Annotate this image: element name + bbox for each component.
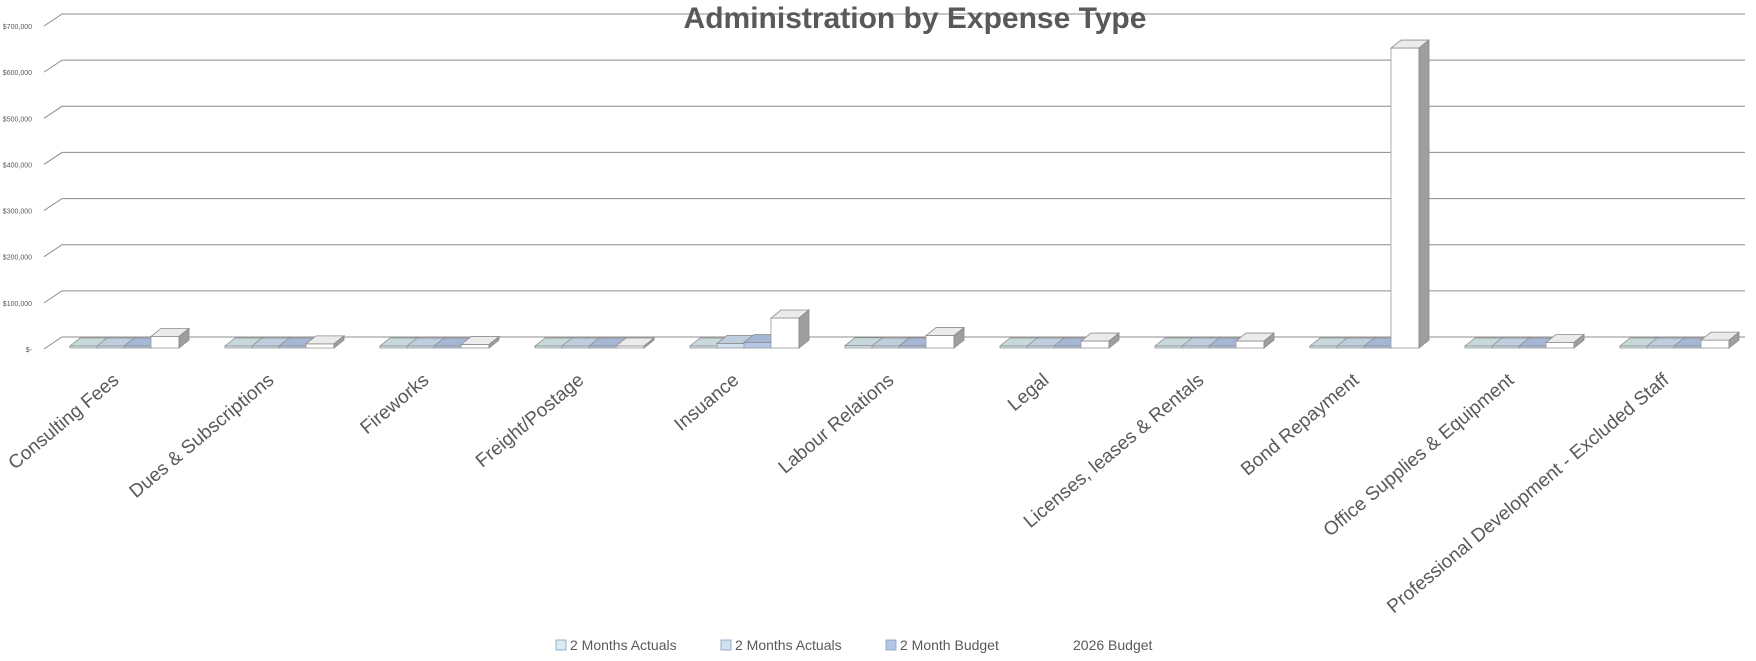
category-label: Bond Repayment bbox=[1237, 369, 1364, 480]
bar bbox=[149, 327, 191, 349]
bars bbox=[68, 39, 1741, 349]
legend-item: 2026 Budget bbox=[1073, 637, 1153, 653]
bar bbox=[1234, 332, 1276, 349]
gridline bbox=[43, 198, 1745, 211]
y-axis-ticks: $- $100,000 $200,000 $300,000 $400,000 $500,0… bbox=[3, 24, 33, 354]
gridline bbox=[43, 244, 1745, 258]
y-tick-label: $500,000 bbox=[3, 116, 32, 123]
bar bbox=[769, 309, 811, 349]
legend-label: 2 Months Actuals bbox=[735, 637, 842, 653]
bar bbox=[924, 326, 966, 349]
y-tick-label: $300,000 bbox=[3, 209, 32, 216]
category-label: Consulting Fees bbox=[5, 370, 124, 474]
x-axis-categories: Consulting Fees Dues & Subscriptions Firew… bbox=[5, 369, 1674, 617]
category-label: Professional Development - Excluded Staf… bbox=[1383, 369, 1673, 617]
bar bbox=[304, 335, 346, 349]
y-tick-label: $- bbox=[26, 347, 33, 354]
gridline bbox=[43, 290, 1745, 304]
legend-label: 2 Month Budget bbox=[900, 637, 999, 653]
gridline bbox=[43, 151, 1745, 165]
legend-label: 2 Months Actuals bbox=[570, 637, 677, 653]
category-label: Labour Relations bbox=[775, 370, 899, 478]
legend-swatch bbox=[555, 639, 567, 651]
gridlines bbox=[43, 13, 1745, 350]
bar bbox=[1699, 331, 1741, 349]
chart-title: Administration by Expense Type bbox=[684, 2, 1147, 35]
gridline bbox=[43, 59, 1745, 73]
bar bbox=[459, 335, 501, 349]
bar bbox=[1544, 333, 1586, 349]
legend-swatch bbox=[720, 639, 732, 651]
bar bbox=[614, 337, 656, 349]
legend: 2 Months Actuals 2 Months Actuals 2 Month … bbox=[555, 637, 1153, 653]
legend-item: 2 Month Budget bbox=[885, 637, 999, 653]
legend-swatch bbox=[885, 639, 897, 651]
category-label: Legal bbox=[1004, 370, 1053, 416]
y-tick-label: $200,000 bbox=[3, 255, 32, 262]
category-label: Fireworks bbox=[357, 370, 434, 439]
legend-item: 2 Months Actuals bbox=[555, 637, 677, 653]
gridline bbox=[43, 105, 1745, 119]
y-tick-label: $700,000 bbox=[3, 24, 32, 31]
category-label: Dues & Subscriptions bbox=[126, 370, 279, 503]
y-tick-label: $600,000 bbox=[3, 70, 32, 77]
category-label: Insuance bbox=[671, 370, 744, 436]
category-label: Licenses, leases & Rentals bbox=[1020, 370, 1208, 533]
gridline bbox=[43, 13, 1745, 27]
legend-label: 2026 Budget bbox=[1073, 637, 1153, 653]
gridline bbox=[43, 336, 1745, 350]
category-label: Freight/Postage bbox=[472, 370, 588, 472]
y-tick-label: $400,000 bbox=[3, 162, 32, 169]
y-tick-label: $100,000 bbox=[3, 301, 32, 308]
bar bbox=[1079, 332, 1121, 349]
bar bbox=[1389, 39, 1431, 349]
legend-item: 2 Months Actuals bbox=[720, 637, 842, 653]
